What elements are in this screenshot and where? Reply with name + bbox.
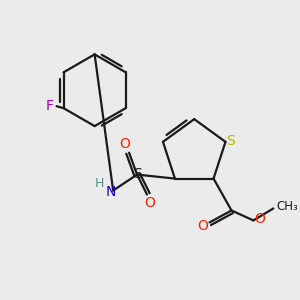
Text: S: S <box>226 134 235 148</box>
Text: S: S <box>133 167 141 181</box>
Text: CH₃: CH₃ <box>276 200 298 213</box>
Text: O: O <box>254 212 265 226</box>
Text: O: O <box>120 137 130 151</box>
Text: F: F <box>46 99 54 113</box>
Text: H: H <box>94 177 104 190</box>
Text: O: O <box>197 219 208 233</box>
Text: N: N <box>106 184 116 199</box>
Text: O: O <box>145 196 155 211</box>
